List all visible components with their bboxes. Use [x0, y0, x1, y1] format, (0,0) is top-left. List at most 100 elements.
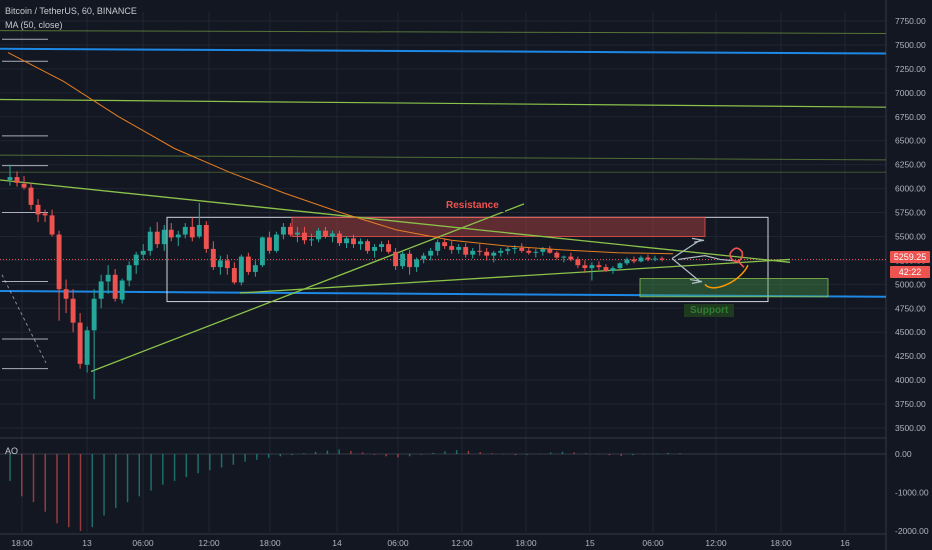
handwritten-mark — [729, 247, 745, 268]
candle — [77, 322, 83, 364]
candle — [126, 265, 132, 281]
price-tick-label: 5750.00 — [895, 208, 926, 218]
projection-arrow-up — [671, 239, 701, 259]
candle — [617, 263, 623, 269]
candle — [91, 298, 97, 331]
arrowhead — [691, 237, 705, 243]
candle — [645, 257, 651, 260]
candle — [133, 254, 139, 266]
candle — [56, 234, 62, 290]
support-label[interactable]: Support — [684, 304, 735, 317]
candle — [119, 280, 125, 300]
ao-tick-label: -1000.00 — [895, 488, 929, 498]
candle — [189, 226, 195, 238]
candle — [442, 242, 448, 247]
level-line — [0, 30, 887, 34]
candle — [575, 259, 581, 266]
candle — [589, 265, 595, 269]
candle — [316, 230, 321, 240]
candle — [21, 183, 27, 188]
candle — [652, 258, 658, 260]
candle — [273, 234, 279, 251]
price-tick-label: 6750.00 — [895, 112, 926, 122]
candle — [203, 224, 209, 249]
price-tick-label: 7750.00 — [895, 16, 926, 26]
ao-legend[interactable]: AO — [5, 446, 19, 456]
candle — [266, 237, 272, 251]
candle — [400, 253, 406, 267]
candle — [519, 247, 525, 251]
time-tick-label: 18:00 — [770, 538, 792, 548]
projection-arrow-right — [677, 255, 741, 262]
candle — [484, 251, 490, 256]
candle — [372, 247, 378, 251]
time-tick-label: 06:00 — [387, 538, 409, 548]
price-tick-label: 4000.00 — [895, 375, 926, 385]
support-zone — [639, 278, 829, 298]
candle — [112, 274, 118, 299]
candle — [407, 253, 413, 268]
candle — [554, 252, 560, 258]
time-tick-label: 16 — [840, 538, 850, 548]
dashed-line — [1, 274, 47, 364]
time-tick-label: 06:00 — [132, 538, 154, 548]
blue-level-line — [0, 47, 887, 55]
price-tick-label: 7250.00 — [895, 64, 926, 74]
candle — [477, 250, 483, 252]
candle — [470, 250, 476, 255]
projection-arrow-down — [671, 258, 701, 282]
time-tick-label: 13 — [82, 538, 92, 548]
ma-legend[interactable]: MA (50, close) — [5, 20, 63, 30]
candle — [596, 265, 602, 268]
candle — [533, 251, 539, 253]
candle — [456, 247, 462, 250]
candle — [49, 215, 55, 235]
price-tick-label: 7500.00 — [895, 40, 926, 50]
ao-tick-label: 0.00 — [895, 449, 912, 459]
candle — [624, 259, 630, 264]
candle — [414, 259, 420, 268]
candle — [147, 231, 153, 251]
candle — [175, 234, 181, 238]
candle — [182, 226, 188, 235]
candle — [105, 274, 111, 282]
price-tick-label: 4250.00 — [895, 351, 926, 361]
candle — [42, 213, 48, 216]
candle — [540, 248, 546, 252]
candle — [365, 241, 371, 251]
candle — [280, 226, 286, 235]
time-tick-label: 06:00 — [642, 538, 664, 548]
candle — [210, 248, 216, 268]
projection-curve — [704, 264, 749, 289]
resistance-label[interactable]: Resistance — [440, 199, 505, 212]
candle — [449, 246, 455, 250]
candle — [568, 256, 574, 260]
lower-trendline — [239, 258, 791, 294]
candle — [161, 229, 167, 245]
ma-line — [7, 52, 674, 255]
candle — [196, 224, 202, 237]
candle — [638, 257, 644, 262]
candle — [631, 259, 637, 262]
candle — [252, 265, 258, 272]
candle — [14, 177, 20, 183]
candle — [379, 244, 385, 248]
price-tick-label: 6000.00 — [895, 184, 926, 194]
candle — [603, 267, 609, 271]
candle — [561, 256, 567, 258]
price-tick-label: 4500.00 — [895, 327, 926, 337]
candle — [386, 244, 392, 252]
candle — [259, 237, 265, 266]
level-line — [0, 154, 887, 161]
candle — [168, 229, 174, 238]
descending-trendline — [0, 179, 791, 263]
candle — [344, 238, 349, 244]
ascending-trendline — [90, 203, 525, 373]
candle — [463, 247, 469, 255]
price-tick-label: 3500.00 — [895, 423, 926, 433]
level-line — [0, 98, 887, 108]
candle — [217, 260, 223, 268]
candle — [435, 242, 441, 251]
blue-level-line — [0, 290, 887, 298]
